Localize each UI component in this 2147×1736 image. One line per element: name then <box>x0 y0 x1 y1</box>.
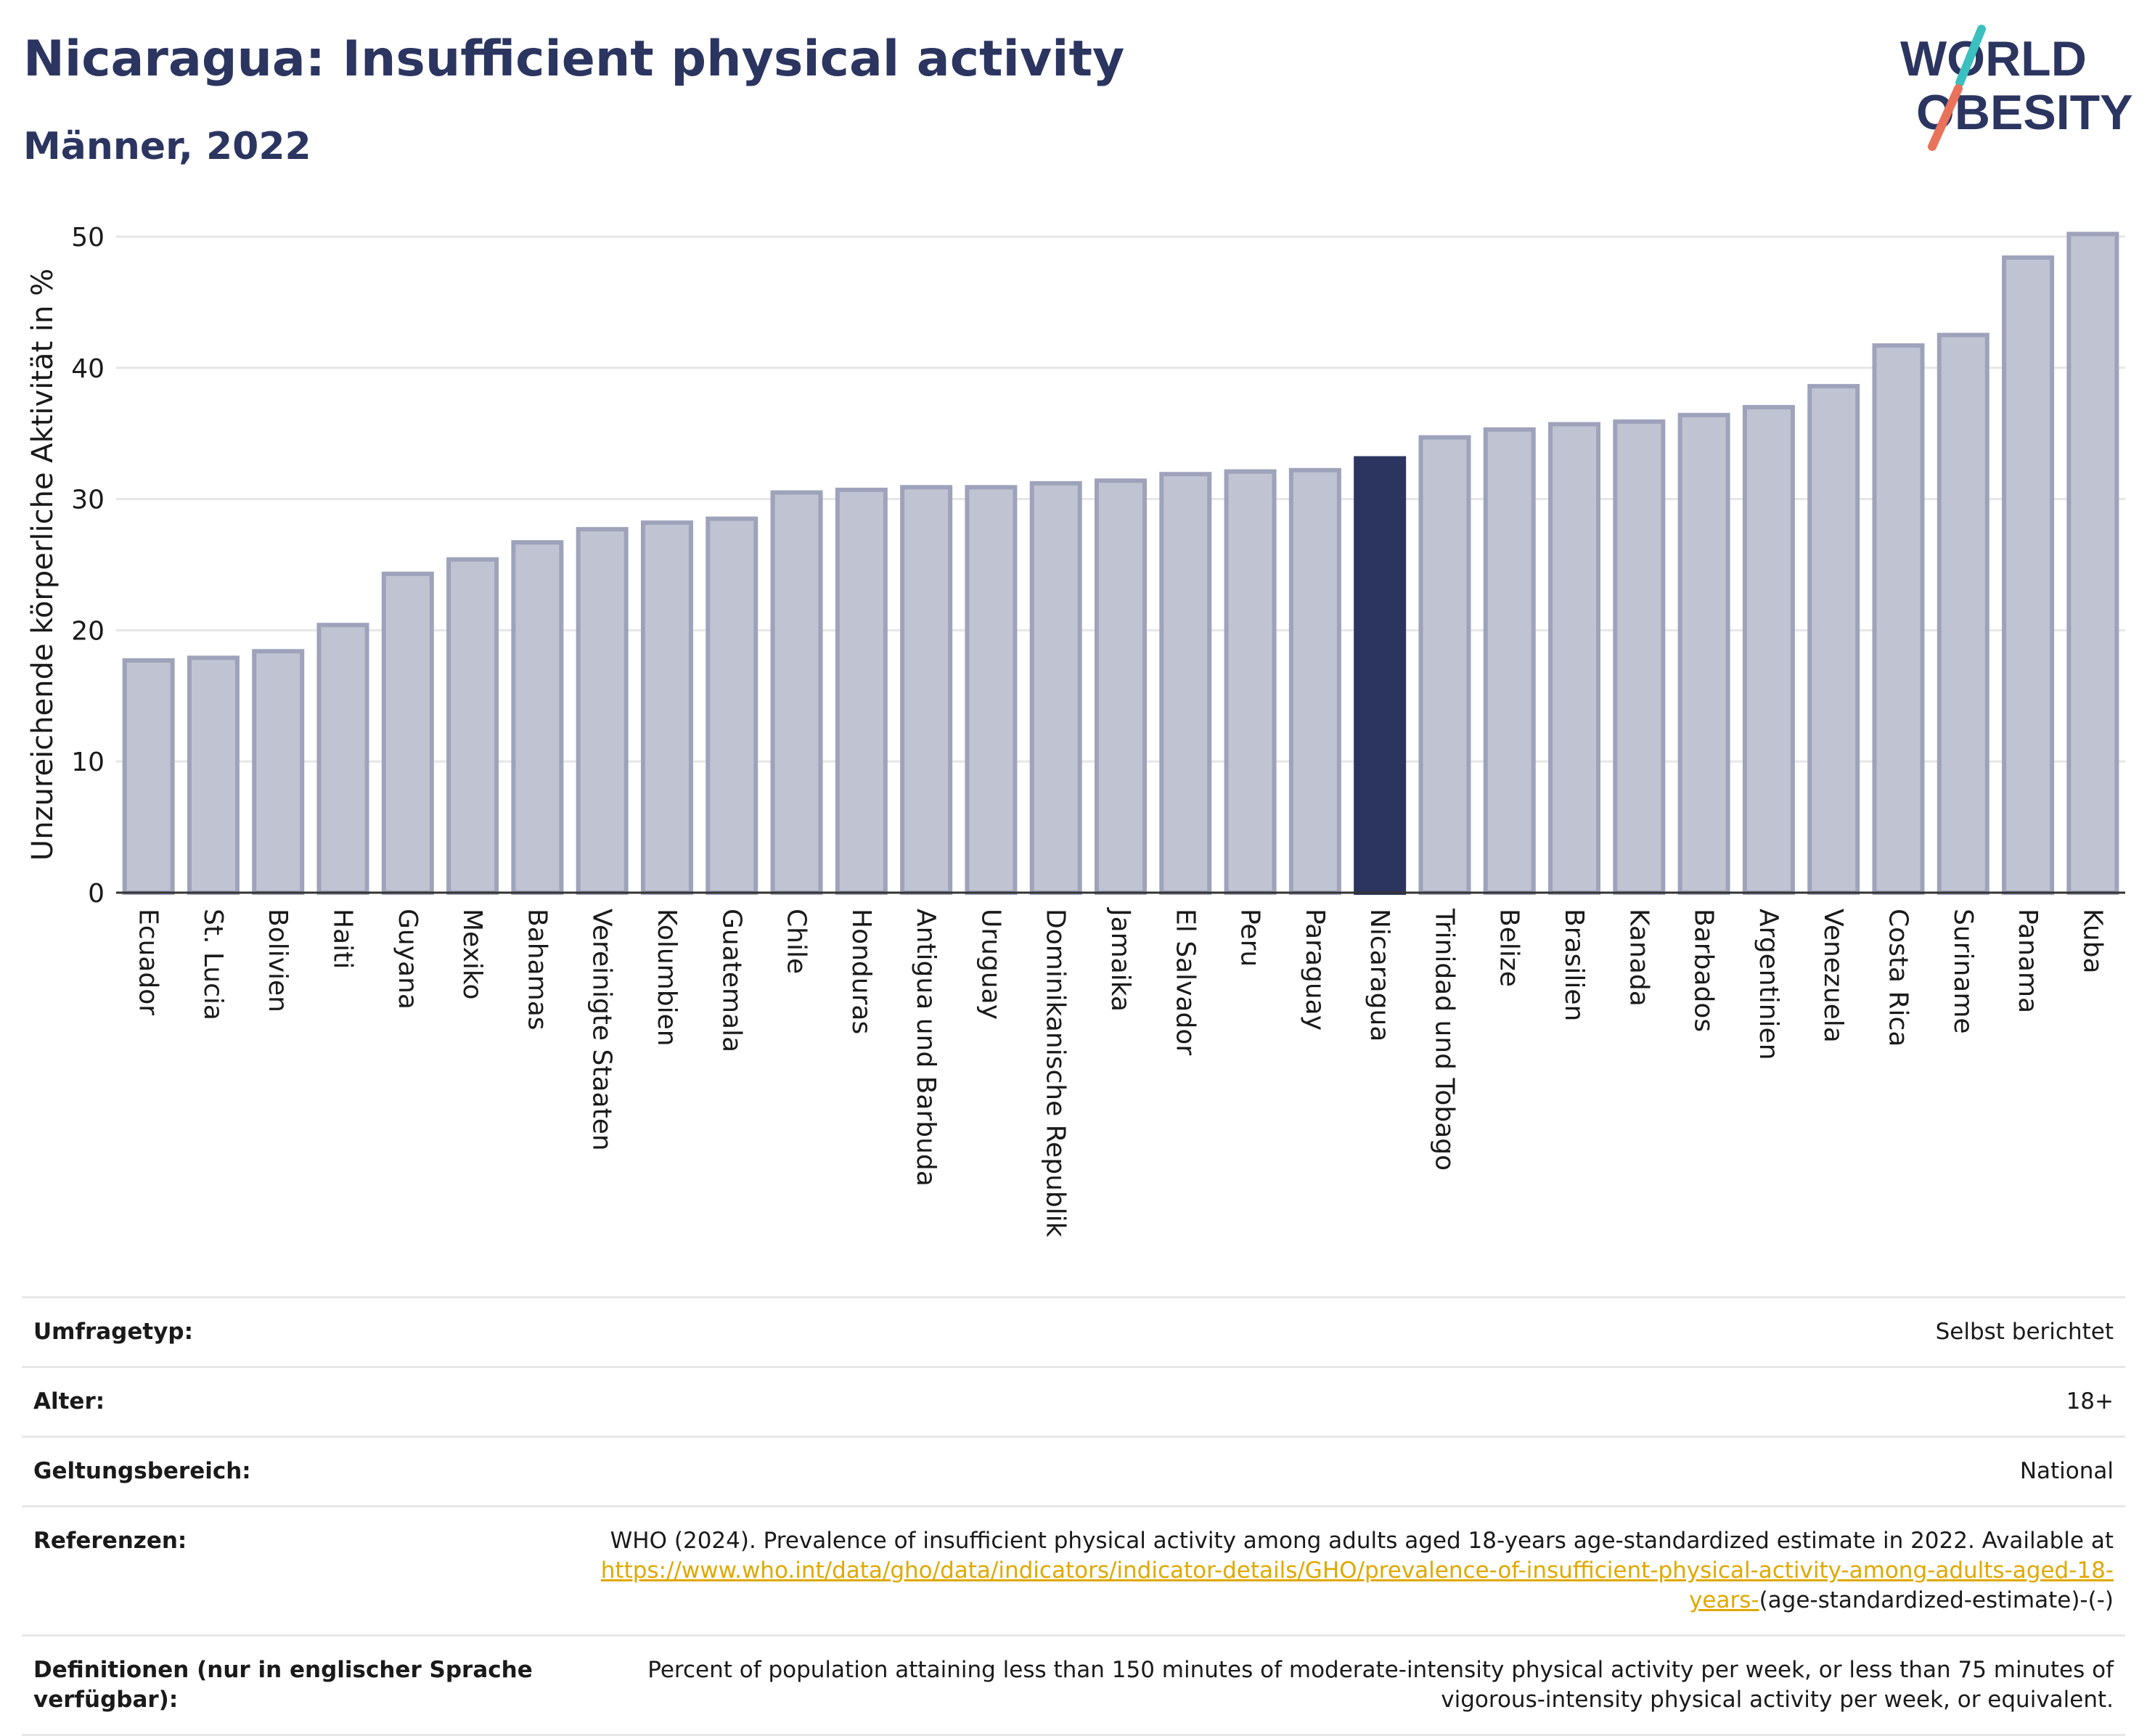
x-tick-label: Bolivien <box>263 909 293 1012</box>
bar <box>706 516 758 895</box>
x-tick-label: Argentinien <box>1754 909 1783 1060</box>
y-tick-label: 10 <box>71 748 105 777</box>
bar <box>1159 472 1212 895</box>
x-tick-label: St. Lucia <box>198 909 228 1020</box>
bar <box>1742 405 1795 895</box>
bar <box>511 540 564 895</box>
x-tick-label: Bahamas <box>522 909 552 1031</box>
x-tick-label: Paraguay <box>1300 909 1330 1031</box>
bar <box>965 485 1018 895</box>
x-tick-label: Uruguay <box>976 909 1005 1020</box>
meta-row-age: Alter: 18+ <box>22 1366 2125 1437</box>
x-tick-label: Costa Rica <box>1883 909 1913 1047</box>
meta-row-definitions: Definitionen (nur in englischer Sprache … <box>22 1634 2125 1736</box>
bar <box>1872 343 1925 895</box>
x-tick-label: Guatemala <box>716 909 746 1052</box>
x-tick-label: Venezuela <box>1818 909 1848 1043</box>
bar <box>2066 232 2119 896</box>
x-tick-label: Peru <box>1235 909 1265 967</box>
bar <box>1354 456 1407 895</box>
x-tick-label: Jamaika <box>1105 907 1135 1012</box>
x-tick-label: Kuba <box>2077 909 2107 974</box>
x-tick-label: Panama <box>2013 909 2042 1013</box>
meta-label-references: Referenzen: <box>22 1505 553 1636</box>
bar <box>576 527 629 896</box>
meta-row-references: Referenzen: WHO (2024). Prevalence of in… <box>22 1505 2125 1636</box>
meta-value-definitions: Percent of population attaining less tha… <box>553 1634 2125 1736</box>
bar <box>1095 478 1147 895</box>
world-obesity-logo: WORLD OBESITY <box>1900 25 2133 151</box>
bar <box>1807 384 1860 895</box>
bar <box>381 571 434 895</box>
x-tick-label: Mexiko <box>457 909 487 999</box>
meta-row-survey-type: Umfragetyp: Selbst berichtet <box>22 1296 2125 1367</box>
x-tick-label: Trinidad und Tobago <box>1429 908 1459 1171</box>
references-suffix: (age-standardized-estimate)-(-) <box>1759 1587 2114 1613</box>
bar <box>1937 332 1989 896</box>
bar <box>316 623 369 896</box>
y-tick-label: 0 <box>88 879 105 909</box>
meta-value-survey-type: Selbst berichtet <box>553 1296 2125 1367</box>
x-tick-label: Belize <box>1494 909 1524 987</box>
meta-row-scope: Geltungsbereich: National <box>22 1436 2125 1507</box>
meta-label-definitions: Definitionen (nur in englischer Sprache … <box>22 1634 553 1736</box>
bar <box>1677 412 1730 895</box>
meta-value-scope: National <box>553 1436 2125 1507</box>
y-tick-label: 50 <box>71 223 105 253</box>
x-tick-label: Kanada <box>1624 909 1653 1007</box>
bar <box>1548 422 1601 895</box>
x-tick-label: Barbados <box>1689 909 1719 1032</box>
bar <box>252 649 305 895</box>
x-tick-label: Vereinigte Staaten <box>587 909 617 1151</box>
logo-teal-stroke <box>1955 25 1986 87</box>
logo-coral-stroke <box>1928 84 1963 151</box>
references-text: WHO (2024). Prevalence of insufficient p… <box>610 1528 2114 1554</box>
x-tick-label: Guyana <box>393 909 422 1010</box>
page-title: Nicaragua: Insufficient physical activit… <box>23 30 1125 88</box>
references-link[interactable]: https://www.who.int/data/gho/data/indica… <box>600 1557 2114 1613</box>
bar-chart: 0 10 20 30 40 50 Unzureichende körperliche Akt… <box>26 223 2125 1237</box>
x-tick-label: Honduras <box>846 909 876 1034</box>
x-tick-label: Antigua und Barbuda <box>911 909 941 1187</box>
bar <box>187 655 240 895</box>
y-tick-label: 30 <box>71 486 105 515</box>
x-tick-label: Kolumbien <box>652 909 682 1047</box>
meta-value-age: 18+ <box>553 1366 2125 1437</box>
bar <box>122 658 175 895</box>
y-tick-label: 20 <box>71 616 105 646</box>
bar <box>1029 480 1082 895</box>
meta-label-age: Alter: <box>22 1366 553 1437</box>
x-tick-label: El Salvador <box>1170 909 1200 1055</box>
bar <box>1288 467 1341 895</box>
y-axis-label: Unzureichende körperliche Aktivität in % <box>26 269 60 861</box>
x-tick-label: Haiti <box>328 909 358 969</box>
x-tick-label: Ecuador <box>134 909 163 1015</box>
bar <box>835 487 888 895</box>
metadata-table: Umfragetyp: Selbst berichtet Alter: 18+ … <box>22 1296 2125 1736</box>
bar <box>1224 469 1277 895</box>
bar <box>770 490 823 895</box>
meta-label-survey-type: Umfragetyp: <box>22 1296 553 1367</box>
bar <box>1483 427 1536 895</box>
bar <box>640 520 693 895</box>
bar <box>2002 255 2055 896</box>
bar <box>900 485 953 895</box>
meta-value-references: WHO (2024). Prevalence of insufficient p… <box>553 1505 2125 1636</box>
page-subtitle: Männer, 2022 <box>23 125 311 168</box>
x-tick-label: Brasilien <box>1559 909 1589 1021</box>
meta-label-scope: Geltungsbereich: <box>22 1436 553 1507</box>
logo-text-world: WORLD <box>1900 31 2087 86</box>
x-tick-label: Dominikanische Republik <box>1041 909 1071 1237</box>
x-tick-label: Nicaragua <box>1365 909 1394 1041</box>
bar <box>1613 419 1666 895</box>
x-tick-label: Chile <box>782 909 811 974</box>
bar <box>446 557 499 895</box>
y-tick-label: 40 <box>71 354 105 384</box>
x-tick-label: Suriname <box>1948 909 1978 1034</box>
bar <box>1418 435 1471 895</box>
